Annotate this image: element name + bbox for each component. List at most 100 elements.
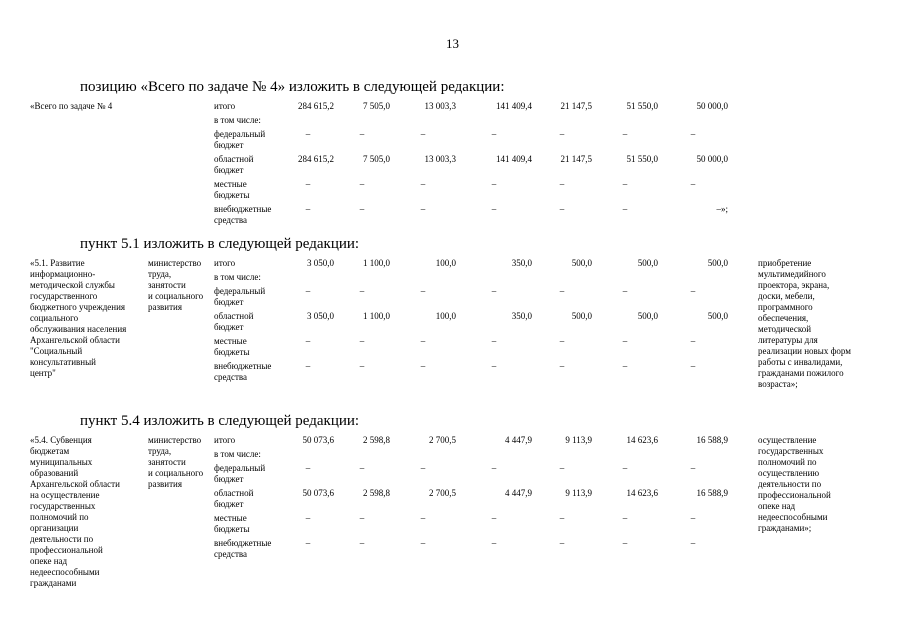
value-cell: – <box>559 513 565 523</box>
value-cell: 9 113,9 <box>565 435 592 445</box>
value-cell: – <box>559 361 565 371</box>
section-heading: пункт 5.4 изложить в следующей редакции: <box>80 413 360 429</box>
value-cell: 2 598,8 <box>363 435 390 445</box>
value-cell: 2 700,5 <box>429 435 456 445</box>
budget-type-label: местные бюджеты <box>214 336 250 357</box>
value-cell: – <box>491 204 497 214</box>
value-cell: – <box>305 513 311 523</box>
value-cell: – <box>559 336 565 346</box>
budget-row: внебюджетные средства – – – – – – – <box>214 361 728 383</box>
budget-row: федеральный бюджет – – – – – – – <box>214 286 728 308</box>
value-cell: – <box>559 204 565 214</box>
value-cell: 500,0 <box>637 258 658 268</box>
budget-rows-block: итого 284 615,2 7 505,0 13 003,3 141 409,4 21… <box>214 101 728 229</box>
value-cell: 50 000,0 <box>696 154 729 164</box>
executor-cell <box>148 101 214 229</box>
value-cell: – <box>491 361 497 371</box>
value-cell: 100,0 <box>435 311 456 321</box>
budget-row: местные бюджеты – – – – – – – <box>214 336 728 358</box>
value-cell: – <box>559 286 565 296</box>
budget-row: областной бюджет 50 073,6 2 598,8 2 700,5 4 … <box>214 488 728 510</box>
value-cell: – <box>559 463 565 473</box>
value-cell: 350,0 <box>511 258 532 268</box>
value-cell: – <box>305 179 311 189</box>
value-cell: – <box>305 361 311 371</box>
value-cell: – <box>420 204 426 214</box>
value-cell: 13 003,3 <box>424 101 457 111</box>
budget-type-label: итого <box>214 101 236 111</box>
value-cell: 50 000,0 <box>696 101 729 111</box>
value-cell: – <box>305 336 311 346</box>
budget-type-label: областной бюджет <box>214 488 254 509</box>
value-cell: 284 615,2 <box>298 101 334 111</box>
value-cell: 350,0 <box>511 311 532 321</box>
value-cell: – <box>420 179 426 189</box>
value-cell: – <box>420 129 426 139</box>
value-cell: – <box>420 361 426 371</box>
budget-row: областной бюджет 3 050,0 1 100,0 100,0 350,0… <box>214 311 728 333</box>
note-cell: приобретение мультимедийного проектора, … <box>758 258 851 389</box>
budget-table: «5.4. Субвенция бюджетам муниципальных о… <box>30 435 905 589</box>
value-cell: – <box>690 129 696 139</box>
value-cell: 4 447,9 <box>505 435 532 445</box>
budget-type-label: внебюджетные средства <box>214 361 272 382</box>
value-cell: 51 550,0 <box>626 154 659 164</box>
program-name-cell: «Всего по задаче № 4 <box>30 101 113 111</box>
value-cell: – <box>622 336 628 346</box>
value-cell: – <box>491 538 497 548</box>
value-cell: –»; <box>716 204 728 214</box>
budget-type-label: местные бюджеты <box>214 513 250 534</box>
budget-type-label: итого <box>214 435 236 445</box>
value-cell: – <box>420 336 426 346</box>
budget-row: местные бюджеты – – – – – – – <box>214 513 728 535</box>
value-cell: 100,0 <box>435 258 456 268</box>
document-section: позицию «Всего по задаче № 4» изложить в… <box>0 78 905 229</box>
value-cell: – <box>359 538 365 548</box>
value-cell: 1 100,0 <box>363 311 390 321</box>
value-cell: – <box>305 204 311 214</box>
budget-row: итого 50 073,6 2 598,8 2 700,5 4 447,9 9 113,… <box>214 435 728 446</box>
budget-row: областной бюджет 284 615,2 7 505,0 13 003,3… <box>214 154 728 176</box>
budget-row: итого 3 050,0 1 100,0 100,0 350,0 500,0 500,0 5… <box>214 258 728 269</box>
budget-row: федеральный бюджет – – – – – – – <box>214 129 728 151</box>
budget-type-label: федеральный бюджет <box>214 129 266 150</box>
value-cell: 500,0 <box>571 258 592 268</box>
value-cell: – <box>491 336 497 346</box>
value-cell: – <box>559 538 565 548</box>
page-number: 13 <box>446 36 459 51</box>
budget-table: «Всего по задаче № 4 итого 284 615,2 7 505… <box>30 101 905 229</box>
section-heading: пункт 5.1 изложить в следующей редакции: <box>80 236 360 252</box>
value-cell: 21 147,5 <box>560 101 593 111</box>
note-cell <box>758 101 876 229</box>
value-cell: 50 073,6 <box>302 488 335 498</box>
value-cell: – <box>420 463 426 473</box>
value-cell: 51 550,0 <box>626 101 659 111</box>
value-cell: 16 588,9 <box>696 435 729 445</box>
value-cell: 9 113,9 <box>565 488 592 498</box>
budget-row: внебюджетные средства – – – – – – – <box>214 538 728 560</box>
executor-cell: министерство труда, занятости и социальн… <box>148 258 204 312</box>
value-cell: – <box>420 538 426 548</box>
budget-table: «5.1. Развитие информационно- методическ… <box>30 258 905 390</box>
budget-type-label: в том числе: <box>214 115 261 125</box>
value-cell: 500,0 <box>707 258 728 268</box>
value-cell: 2 700,5 <box>429 488 456 498</box>
value-cell: – <box>305 463 311 473</box>
value-cell: 7 505,0 <box>363 101 390 111</box>
value-cell: – <box>359 204 365 214</box>
budget-type-label: внебюджетные средства <box>214 204 272 225</box>
value-cell: – <box>305 129 311 139</box>
value-cell: – <box>690 286 696 296</box>
value-cell: – <box>690 361 696 371</box>
value-cell: 13 003,3 <box>424 154 457 164</box>
budget-row: в том числе: <box>214 272 728 283</box>
value-cell: – <box>491 179 497 189</box>
budget-type-label: в том числе: <box>214 272 261 282</box>
value-cell: – <box>359 286 365 296</box>
note-cell: осуществление государственных полномочий… <box>758 435 831 533</box>
document-section: пункт 5.1 изложить в следующей редакции:… <box>0 235 905 390</box>
executor-cell: министерство труда, занятости и социальн… <box>148 435 204 489</box>
value-cell: 1 100,0 <box>363 258 390 268</box>
value-cell: 3 050,0 <box>307 311 334 321</box>
value-cell: – <box>622 538 628 548</box>
